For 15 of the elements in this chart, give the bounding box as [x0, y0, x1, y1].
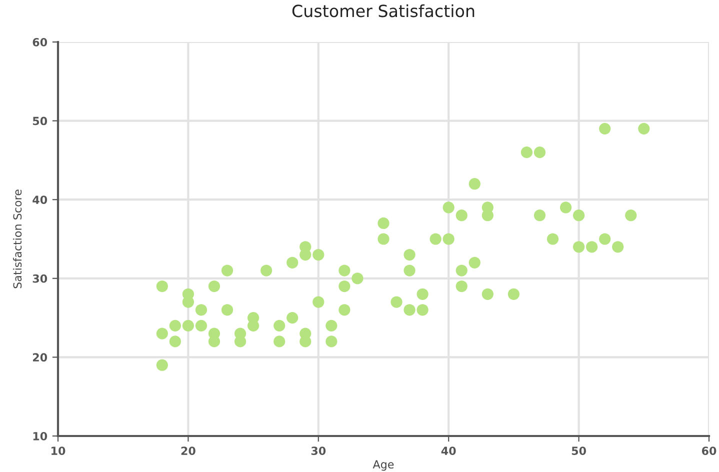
y-tick-label: 30	[32, 274, 48, 283]
x-tick-label: 50	[572, 446, 586, 456]
y-axis-title: Satisfaction Score	[13, 190, 22, 288]
x-tick-label: 20	[181, 446, 196, 456]
y-tick-label: 40	[32, 196, 48, 204]
x-tick-label: 40	[441, 446, 456, 456]
y-tick-label: 50	[32, 116, 48, 126]
y-tick-label: 60	[32, 38, 48, 46]
x-tick-label: 10	[52, 446, 66, 456]
y-tick-label: 20	[33, 353, 48, 362]
y-tick-label: 10	[33, 432, 48, 440]
chart-title: Customer Satisfaction	[292, 4, 474, 18]
x-axis-title: Age	[372, 460, 394, 471]
x-tick-label: 60	[702, 446, 716, 456]
x-tick-label: 30	[311, 446, 326, 456]
